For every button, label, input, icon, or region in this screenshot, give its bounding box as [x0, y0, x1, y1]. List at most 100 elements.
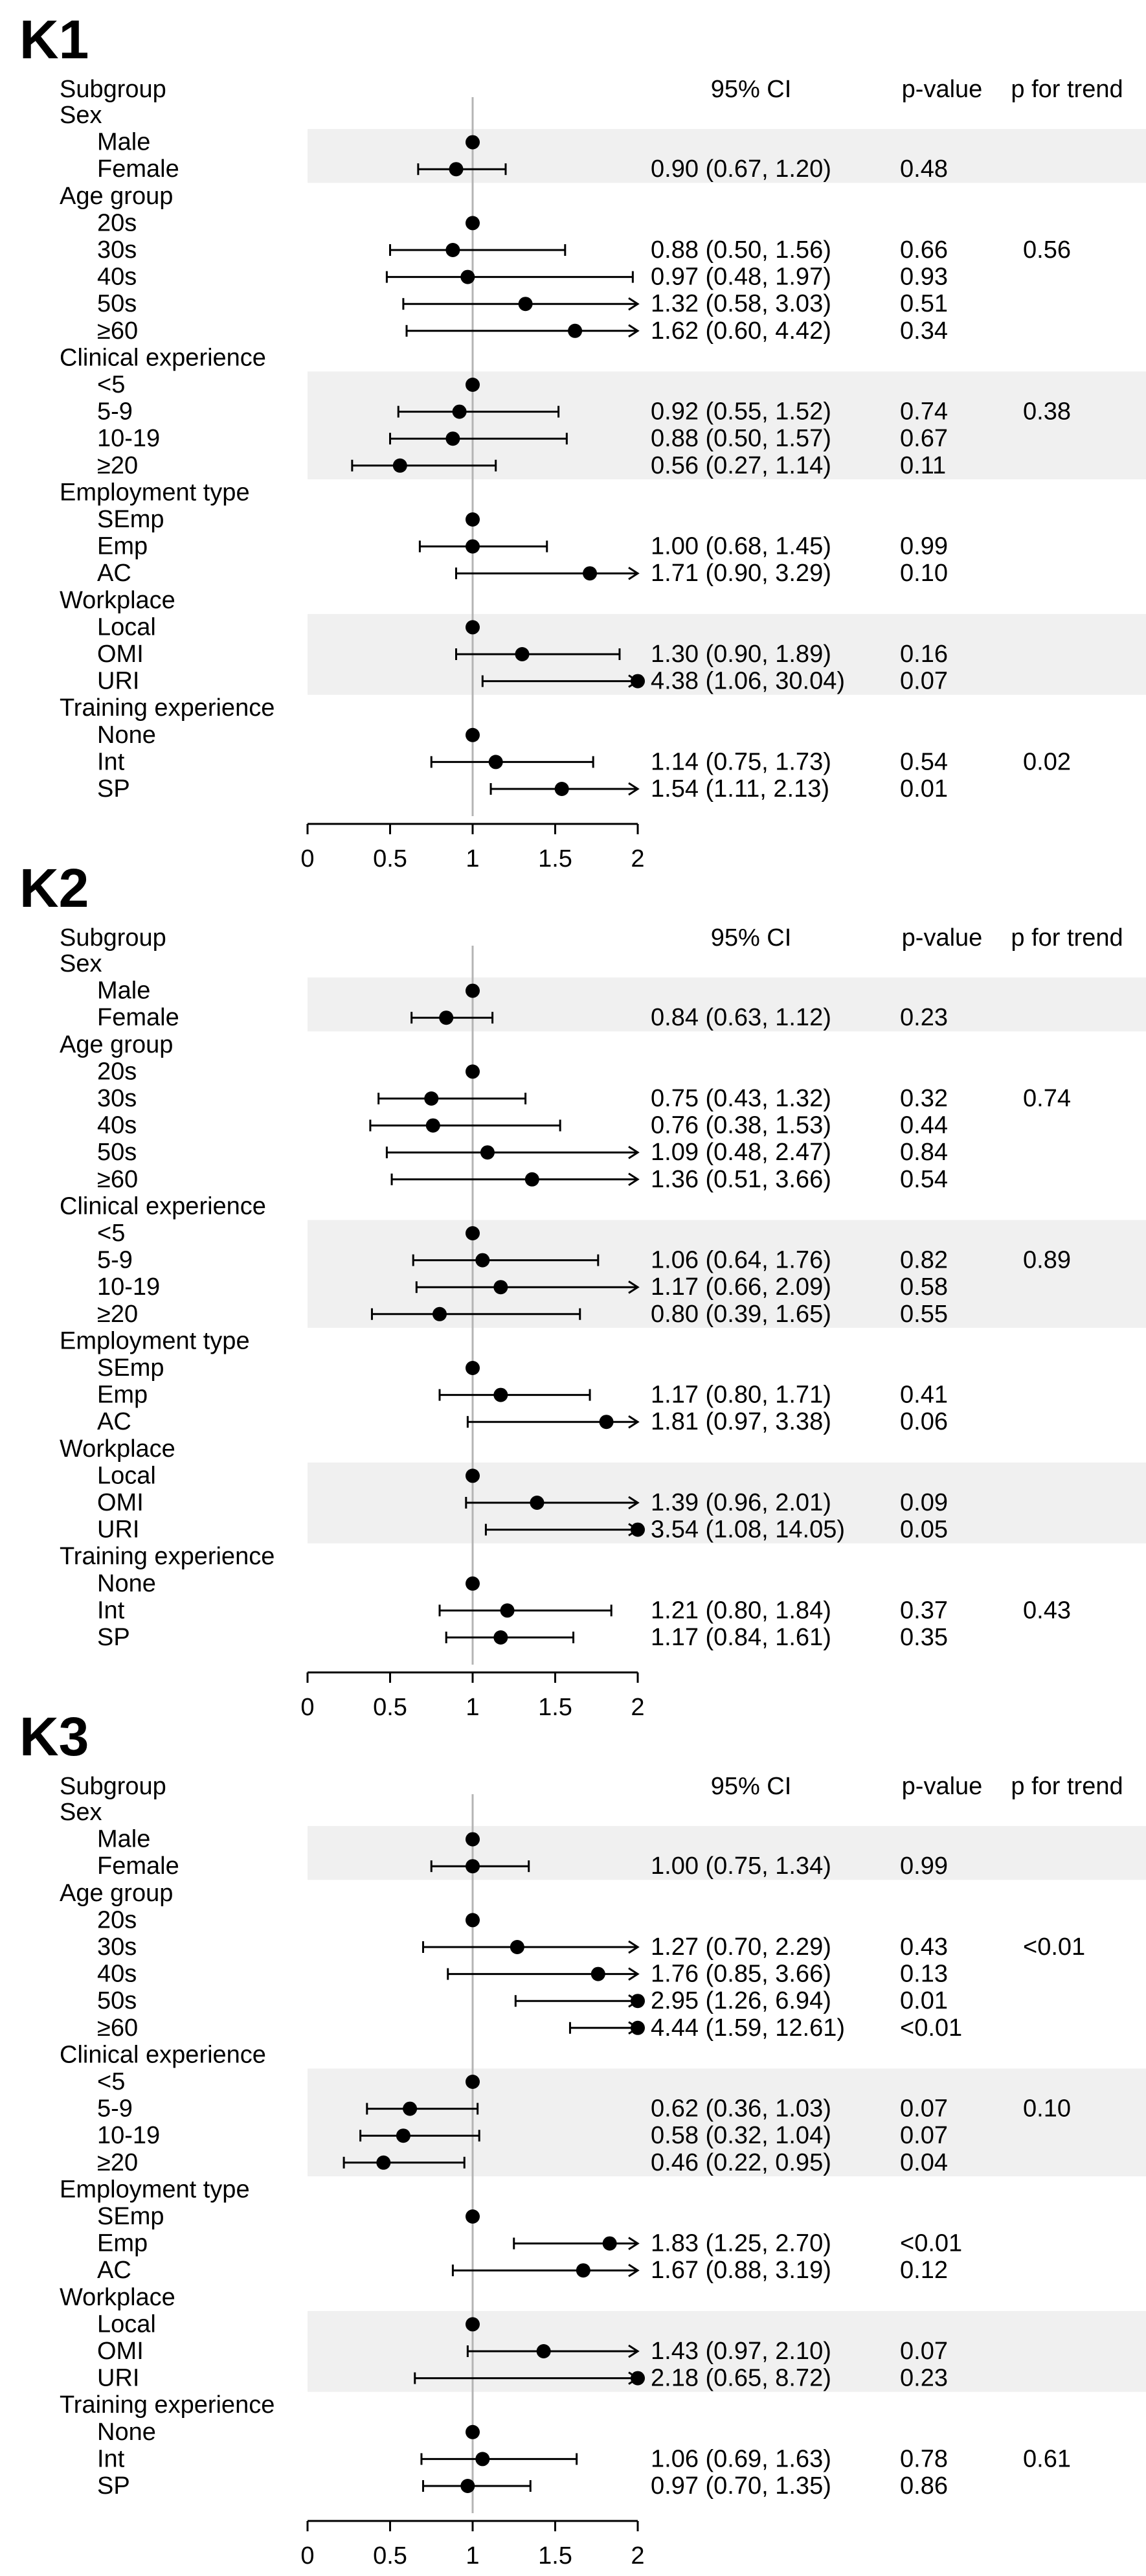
ci-arrow: [628, 1145, 640, 1159]
point-estimate: [631, 2020, 645, 2035]
subgroup-label: 30s: [97, 236, 137, 264]
p-value: 0.23: [900, 2365, 948, 2392]
subgroup-label: OMI: [97, 1489, 144, 1516]
p-value: 0.78: [900, 2445, 948, 2472]
point-estimate: [488, 755, 503, 769]
ci-arrow: [628, 1280, 640, 1294]
ci-value: 0.84 (0.63, 1.12): [651, 1004, 831, 1031]
ci-value: 0.76 (0.38, 1.53): [651, 1112, 831, 1139]
point-estimate: [493, 1387, 508, 1402]
x-tick-label: 0: [300, 2542, 314, 2570]
point-estimate: [460, 2479, 475, 2493]
x-tick-label: 0.5: [373, 1694, 407, 1721]
point-estimate: [439, 1010, 454, 1025]
ci-arrow: [628, 1415, 640, 1429]
ci-header: 95% CI: [711, 76, 792, 103]
subgroup-label: OMI: [97, 2338, 144, 2365]
ci-value: 0.88 (0.50, 1.56): [651, 236, 831, 264]
ci-header: 95% CI: [711, 924, 792, 952]
point-estimate: [425, 1118, 440, 1133]
subgroup-label: Male: [97, 1826, 150, 1853]
point-estimate: [445, 243, 460, 257]
point-estimate: [590, 1966, 605, 1981]
point-estimate: [602, 2236, 617, 2251]
subgroup-label: Female: [97, 155, 179, 183]
ci-arrow: [628, 1940, 640, 1954]
p-value: 0.48: [900, 155, 948, 183]
point-estimate: [475, 1253, 490, 1268]
point-estimate: [376, 2155, 391, 2170]
subgroup-label: Emp: [97, 533, 148, 560]
subgroup-label: 5-9: [97, 398, 133, 426]
ci-value: 1.76 (0.85, 3.66): [651, 1961, 831, 1988]
ci-value: 1.30 (0.90, 1.89): [651, 641, 831, 668]
group-band: [308, 1826, 1146, 1880]
subgroup-label: 30s: [97, 1085, 137, 1112]
ci-value: 1.43 (0.97, 2.10): [651, 2338, 831, 2365]
subgroup-label: None: [97, 1570, 156, 1597]
subgroup-label: Female: [97, 1852, 179, 1880]
point-estimate: [493, 1280, 508, 1295]
ci-value: 1.81 (0.97, 3.38): [651, 1408, 831, 1435]
subgroup-label: ≥20: [97, 1301, 138, 1328]
ci-value: 1.39 (0.96, 2.01): [651, 1489, 831, 1516]
point-estimate: [466, 620, 480, 635]
subgroup-label: ≥20: [97, 2149, 138, 2176]
subgroup-label: SP: [97, 1624, 130, 1651]
ci-value: 1.17 (0.80, 1.71): [651, 1382, 831, 1409]
subgroup-label: 50s: [97, 290, 137, 317]
point-estimate: [466, 1576, 480, 1591]
subgroup-label: 30s: [97, 1933, 137, 1961]
point-estimate: [452, 404, 467, 419]
group-label: Training experience: [60, 694, 275, 722]
group-band: [308, 371, 1146, 479]
subgroup-label: 10-19: [97, 1273, 160, 1301]
subgroup-label: 50s: [97, 1139, 137, 1166]
ci-arrow: [628, 566, 640, 580]
ci-value: 0.92 (0.55, 1.52): [651, 398, 831, 426]
subgroup-label: 40s: [97, 1961, 137, 1988]
p-value: 0.99: [900, 1852, 948, 1880]
point-estimate: [493, 1630, 508, 1645]
point-estimate: [518, 297, 533, 312]
ci-value: 1.36 (0.51, 3.66): [651, 1166, 831, 1193]
p-value: 0.09: [900, 1489, 948, 1516]
x-tick-label: 1: [466, 845, 479, 872]
p-value-header: p-value: [902, 924, 983, 952]
point-estimate: [466, 216, 480, 231]
subgroup-label: ≥60: [97, 1166, 138, 1193]
ci-arrow: [628, 297, 640, 311]
x-tick-label: 0.5: [373, 2542, 407, 2570]
subgroup-label: None: [97, 2419, 156, 2446]
group-label: Employment type: [60, 1327, 250, 1354]
subgroup-label: ≥20: [97, 452, 138, 479]
ci-value: 1.09 (0.48, 2.47): [651, 1139, 831, 1166]
x-tick-label: 2: [631, 2542, 644, 2570]
p-value: 0.41: [900, 1382, 948, 1409]
subgroup-label: <5: [97, 371, 125, 398]
p-value-header: p-value: [902, 76, 983, 103]
subgroup-label: Int: [97, 748, 125, 775]
ci-arrow: [628, 2263, 640, 2277]
group-label: Age group: [60, 1880, 173, 1907]
point-estimate: [466, 1832, 480, 1847]
ci-value: 0.90 (0.67, 1.20): [651, 155, 831, 183]
group-label: Workplace: [60, 2284, 175, 2311]
point-estimate: [583, 566, 598, 581]
subgroup-label: 40s: [97, 1112, 137, 1139]
x-tick-label: 0.5: [373, 845, 407, 872]
point-estimate: [424, 1091, 439, 1106]
p-trend-value: 0.38: [1023, 398, 1071, 426]
ci-value: 1.71 (0.90, 3.29): [651, 560, 831, 587]
group-label: Clinical experience: [60, 1192, 266, 1220]
p-trend-value: 0.56: [1023, 236, 1071, 264]
point-estimate: [466, 2209, 480, 2224]
point-estimate: [466, 1361, 480, 1375]
subgroup-label: Female: [97, 1004, 179, 1031]
p-trend-header: p for trend: [1011, 76, 1123, 103]
p-value: 0.10: [900, 560, 948, 587]
ci-value: 1.06 (0.64, 1.76): [651, 1247, 831, 1274]
ci-value: 1.62 (0.60, 4.42): [651, 317, 831, 345]
point-estimate: [631, 674, 645, 689]
